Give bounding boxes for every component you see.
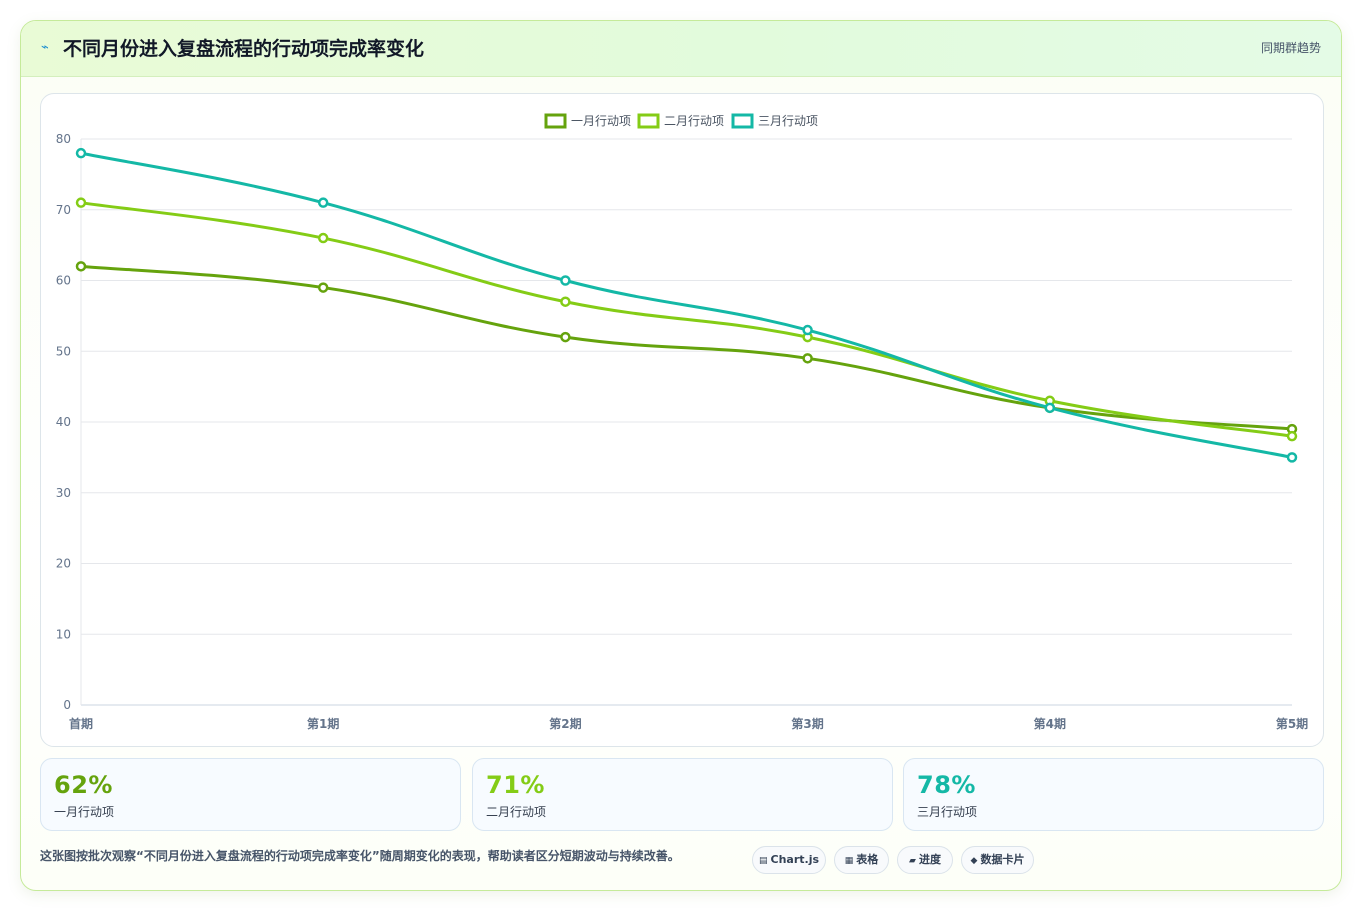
y-tick-label: 0 [63,698,71,712]
y-tick-label: 60 [56,274,71,288]
page-title: 不同月份进入复盘流程的行动项完成率变化 [63,38,425,60]
y-tick-label: 80 [56,132,71,146]
stat-card-february: 71% 二月行动项 [472,758,893,831]
x-tick-label: 第1期 [307,716,339,731]
y-tick-label: 30 [56,486,71,500]
y-tick-label: 10 [56,627,71,641]
tag-data-card[interactable]: ◆ 数据卡片 [961,846,1034,874]
tag-progress[interactable]: ▰ 进度 [897,846,953,874]
lightning-icon: ⌁ [41,40,49,55]
x-tick-label: 第2期 [549,716,581,731]
tag-table[interactable]: ▦ 表格 [834,846,889,874]
series-line-3 [80,151,1293,459]
stat-card-march: 78% 三月行动项 [903,758,1324,831]
x-tick-label: 第5期 [1276,716,1308,731]
line-chart: 0 10 20 30 40 50 60 70 80 首期 第1期 第2期 第3期 第4期 第5期 一月行动项 二… [56,113,1308,731]
data-point [75,197,87,208]
stat-label: 一月行动项 [54,805,115,819]
stat-value: 71% [486,771,545,799]
data-point [560,331,571,343]
x-tick-label: 第3期 [791,716,823,731]
tag-label: 进度 [918,853,941,866]
y-tick-label: 20 [56,557,71,571]
stat-label: 三月行动项 [917,805,978,819]
data-point [802,324,813,336]
stat-value: 62% [54,771,113,799]
stat-card-january: 62% 一月行动项 [40,758,461,831]
header-tag: 同期群趋势 [1260,41,1321,55]
x-tick-label: 首期 [69,716,93,731]
data-point [317,282,329,293]
table-icon: ▦ [844,856,854,866]
y-tick-label: 50 [56,344,71,358]
data-point [1286,452,1298,463]
stat-label: 二月行动项 [486,805,547,819]
tag-label: Chart.js [770,853,820,866]
data-point [317,232,329,244]
legend-label: 三月行动项 [758,114,818,128]
progress-icon: ▰ [909,856,916,866]
series-line-2 [80,201,1293,438]
chart-card: ⌁ 不同月份进入复盘流程的行动项完成率变化 同期群趋势 0 10 20 30 40 50 6… [20,20,1342,891]
data-point [1286,430,1298,442]
data-point [317,197,329,208]
legend-label: 一月行动项 [571,114,631,128]
tag-label: 表格 [856,853,879,866]
tag-label: 数据卡片 [980,853,1025,866]
legend-label: 二月行动项 [664,114,724,128]
card-header: ⌁ 不同月份进入复盘流程的行动项完成率变化 同期群趋势 [21,21,1341,77]
stat-value: 78% [917,771,976,799]
legend-swatch [731,113,754,129]
chart-container: 0 10 20 30 40 50 60 70 80 首期 第1期 第2期 第3期 第4期 第5期 一月行动项 二… [40,93,1324,747]
y-tick-label: 40 [56,415,71,429]
legend-swatch [544,113,567,129]
data-point [560,275,571,286]
legend-swatch [637,113,660,129]
data-point [1044,402,1056,414]
series-line-1 [80,264,1293,431]
data-point [75,147,87,159]
data-point [75,261,87,272]
chart-icon: ▤ [758,856,768,866]
chart-description: 这张图按批次观察“不同月份进入复盘流程的行动项完成率变化”随周期变化的表现，帮助… [40,849,680,863]
card-icon: ◆ [970,856,978,866]
x-tick-label: 第4期 [1034,716,1066,731]
data-point [560,296,571,307]
data-point [802,353,813,364]
tag-chartjs[interactable]: ▤ Chart.js [752,846,826,874]
y-tick-label: 70 [56,203,71,217]
